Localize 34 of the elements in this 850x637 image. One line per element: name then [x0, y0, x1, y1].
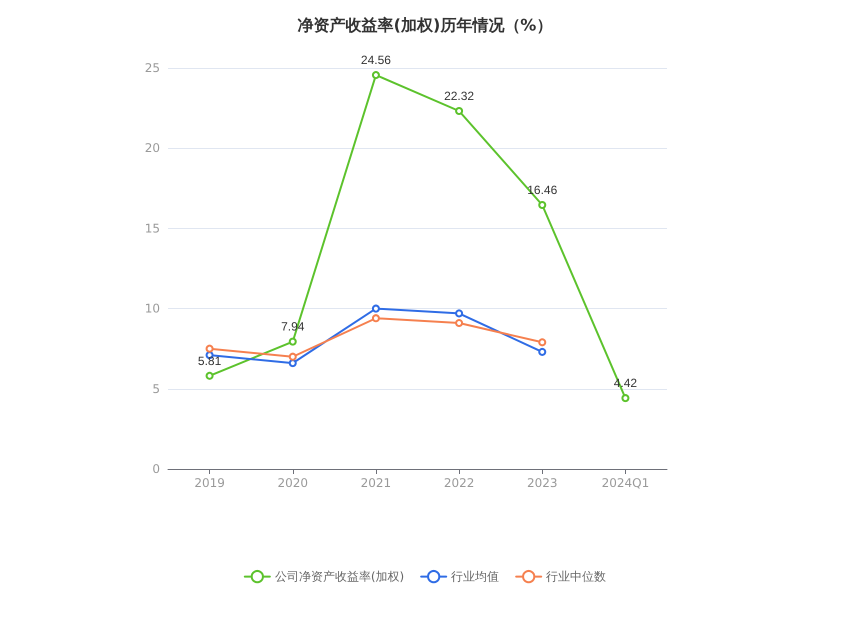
data-label: 5.81	[198, 354, 222, 368]
chart-title: 净资产收益率(加权)历年情况（%）	[298, 16, 552, 34]
point	[621, 394, 630, 402]
y-tick-label: 0	[152, 462, 160, 476]
point	[372, 314, 380, 322]
x-tick-label: 2022	[444, 476, 474, 490]
legend-label: 行业均值	[451, 570, 500, 584]
legend-label: 公司净资产收益率(加权)	[274, 570, 404, 584]
x-tick-label: 2024Q1	[602, 476, 650, 490]
y-tick-label: 25	[144, 61, 160, 75]
x-tick-label: 2023	[526, 476, 558, 490]
point	[455, 309, 464, 318]
point	[206, 372, 214, 380]
x-tick-label: 2021	[360, 476, 392, 490]
point	[372, 304, 380, 313]
point	[455, 319, 464, 328]
y-tick-label: 15	[144, 221, 160, 236]
point	[455, 106, 464, 115]
point	[288, 352, 297, 361]
point	[288, 359, 297, 368]
point	[538, 338, 546, 346]
y-tick-label: 10	[144, 302, 160, 316]
point	[372, 71, 380, 80]
point	[206, 344, 214, 353]
data-label: 22.32	[444, 88, 474, 103]
point	[288, 338, 297, 346]
y-tick-label: 20	[144, 141, 160, 156]
point	[538, 200, 546, 209]
y-tick-label: 5	[152, 382, 160, 396]
legend-label: 行业中位数	[546, 570, 606, 584]
x-tick-label: 2020	[277, 476, 308, 490]
data-label: 24.56	[360, 53, 392, 68]
point	[538, 348, 546, 356]
x-tick-label: 2019	[194, 476, 225, 490]
